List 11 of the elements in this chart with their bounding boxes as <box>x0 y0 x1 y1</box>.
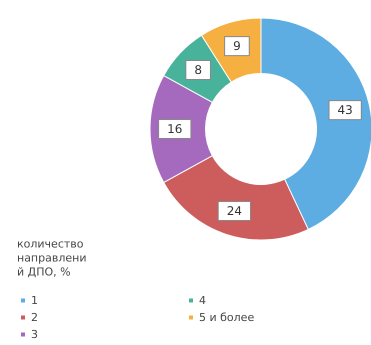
data-label: 16 <box>167 122 182 136</box>
legend-label: 1 <box>31 294 38 307</box>
legend-label: 4 <box>199 294 206 307</box>
data-label: 9 <box>233 39 241 54</box>
legend-label: 3 <box>31 328 38 341</box>
legend-title: количество направлений ДПО, % <box>17 238 87 278</box>
legend-label: 2 <box>31 311 38 324</box>
data-label: 8 <box>194 62 202 77</box>
data-label: 43 <box>338 103 353 118</box>
legend-label: 5 и более <box>199 311 254 324</box>
data-label: 24 <box>226 204 242 218</box>
